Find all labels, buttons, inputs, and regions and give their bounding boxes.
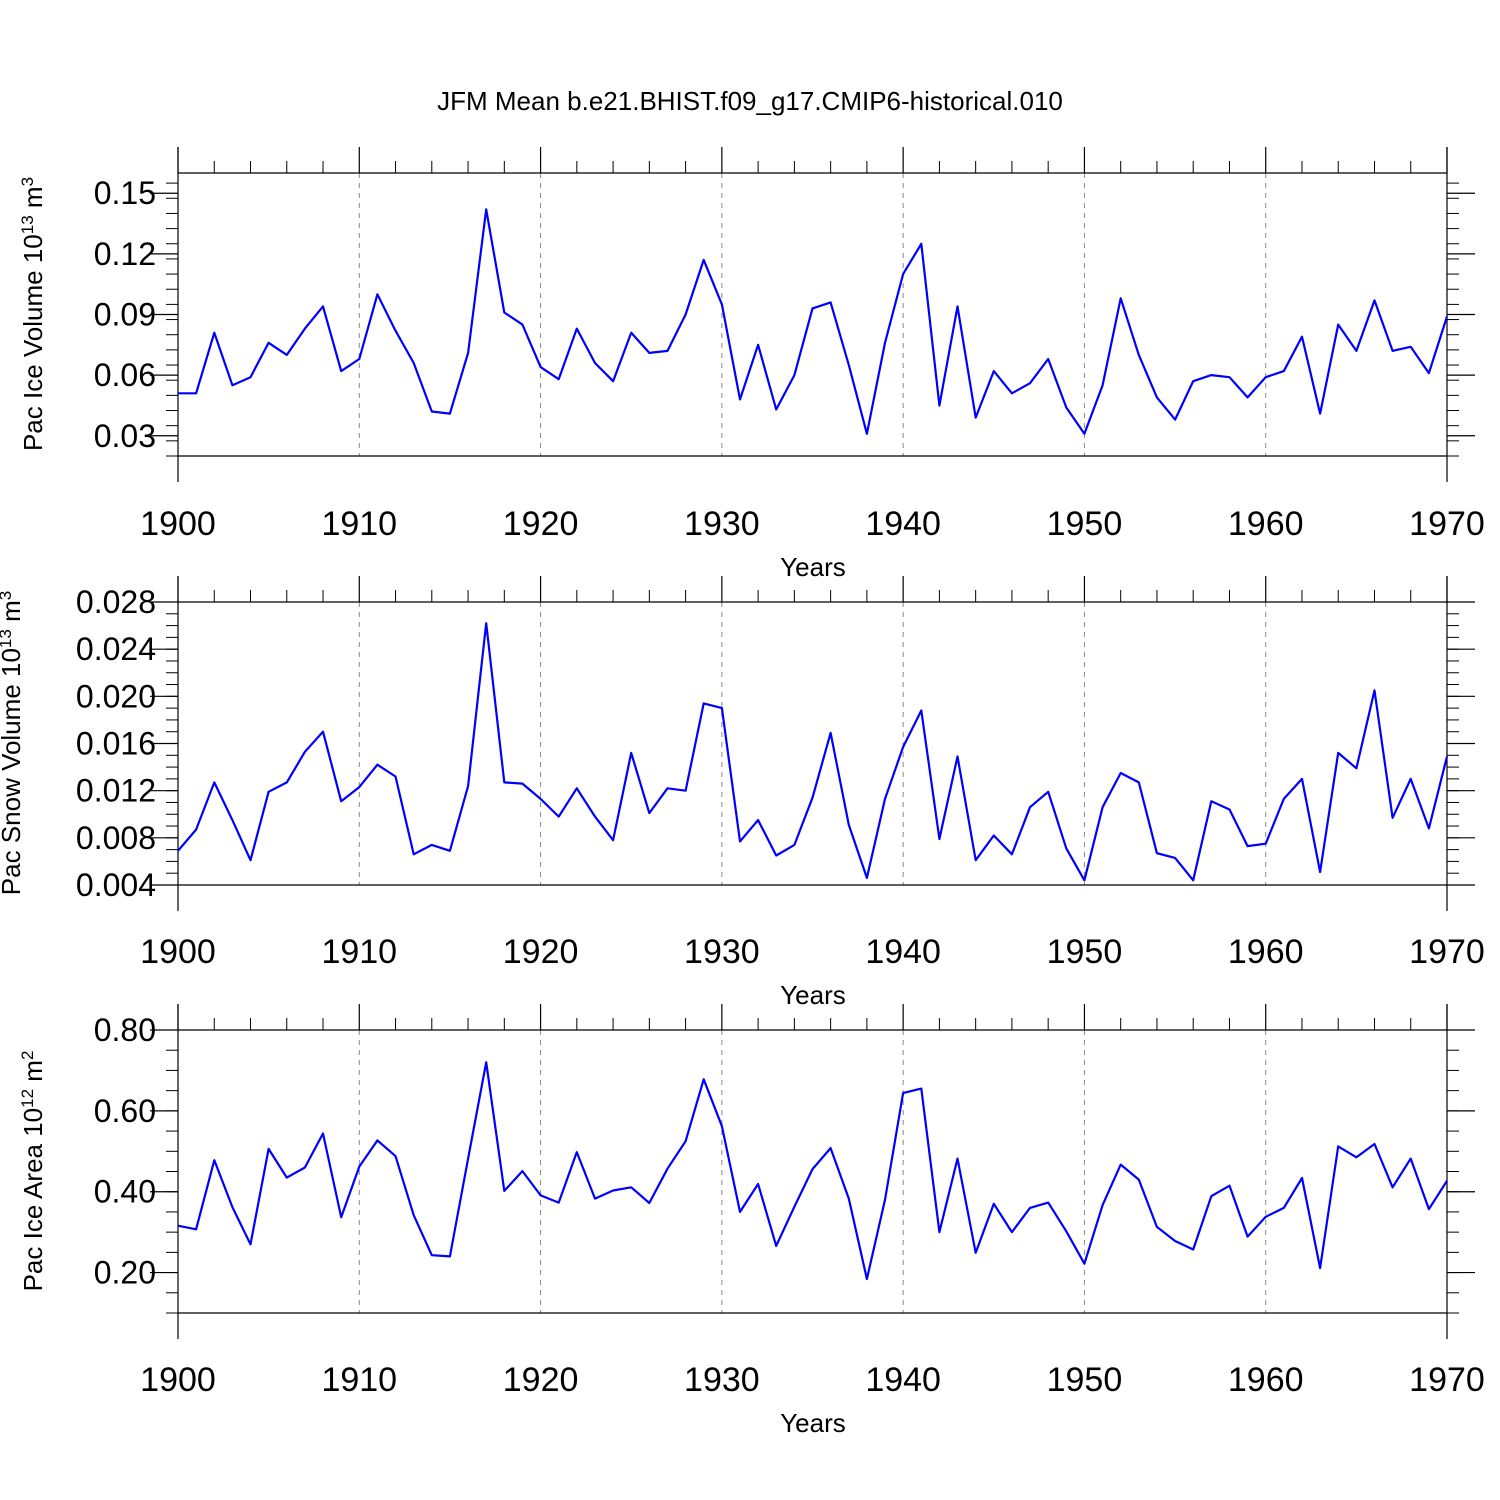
x-tick-label: 1940 [865,505,941,543]
x-tick-label: 1910 [321,1361,397,1399]
x-tick-label: 1960 [1228,1361,1304,1399]
x-tick-label: 1930 [684,1361,760,1399]
x-tick-label: 1930 [684,933,760,971]
series-line [177,622,1449,882]
y-tick-label: 0.024 [76,631,156,667]
y-tick-label: 0.008 [76,820,156,856]
x-tick-label: 1920 [503,505,579,543]
x-tick-label: 1960 [1228,933,1304,971]
x-tick-label: 1960 [1228,505,1304,543]
y-tick-label: 0.012 [76,773,156,809]
x-axis-label: Years [780,1408,846,1438]
x-tick-label: 1940 [865,1361,941,1399]
y-tick-label: 0.15 [94,175,156,211]
panel-1: 0.03 0.06 0.09 0.12 0.15 1900 1910 1920 1930 1940… [18,147,1485,582]
y-tick-label: 0.03 [94,418,156,454]
panel-2: 0.004 0.008 0.012 0.016 0.020 0.024 0.028 1900 1… [0,576,1485,1010]
y-tick-label: 0.20 [94,1255,156,1291]
panels: 0.03 0.06 0.09 0.12 0.15 1900 1910 1920 1930 1940… [0,147,1485,1438]
x-tick-label: 1900 [140,505,216,543]
x-tick-label: 1900 [140,933,216,971]
y-tick-label: 0.028 [76,584,156,620]
x-tick-label: 1900 [140,1361,216,1399]
y-tick-label: 0.020 [76,678,156,714]
x-tick-label: 1930 [684,505,760,543]
y-tick-label: 0.12 [94,236,156,272]
y-tick-label: 0.09 [94,297,156,333]
chart-title: JFM Mean b.e21.BHIST.f09_g17.CMIP6-histo… [437,86,1063,116]
x-tick-label: 1970 [1409,1361,1485,1399]
x-tick-label: 1970 [1409,933,1485,971]
y-tick-label: 0.06 [94,357,156,393]
x-tick-label: 1920 [503,1361,579,1399]
y-tick-label: 0.004 [76,867,156,903]
y-axis-label: Pac Ice Volume 1013 m3 [18,177,49,451]
y-tick-label: 0.60 [94,1093,156,1129]
x-tick-label: 1950 [1047,933,1123,971]
x-tick-label: 1970 [1409,505,1485,543]
x-axis-label: Years [780,980,846,1010]
y-tick-label: 0.80 [94,1012,156,1048]
y-axis-label: Pac Ice Area 1012 m2 [18,1051,49,1292]
x-axis-label: Years [780,552,846,582]
y-tick-label: 0.40 [94,1174,156,1210]
x-tick-label: 1950 [1047,1361,1123,1399]
y-axis-label: Pac Snow Volume 1013 m3 [0,591,26,895]
y-tick-label: 0.016 [76,726,156,762]
series-line [177,1061,1448,1281]
x-tick-label: 1910 [321,933,397,971]
x-tick-label: 1940 [865,933,941,971]
x-tick-label: 1950 [1047,505,1123,543]
x-tick-label: 1910 [321,505,397,543]
x-tick-label: 1920 [503,933,579,971]
panel-3: 0.20 0.40 0.60 0.80 1900 1910 1920 1930 1940 1950… [18,1004,1485,1438]
series-line [178,208,1449,435]
